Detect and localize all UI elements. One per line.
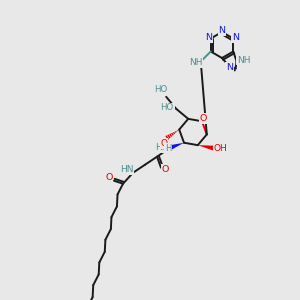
Text: OH: OH — [214, 144, 228, 153]
Text: NH: NH — [237, 56, 250, 64]
Text: N: N — [205, 33, 212, 42]
Text: N: N — [226, 63, 233, 72]
Polygon shape — [198, 145, 214, 151]
Text: O: O — [161, 165, 169, 174]
Text: HN: HN — [155, 143, 169, 152]
Text: N: N — [218, 26, 226, 35]
Text: NH: NH — [189, 58, 202, 67]
Text: HN: HN — [120, 165, 134, 174]
Text: HO: HO — [154, 85, 168, 94]
Text: N: N — [232, 33, 239, 42]
Text: O: O — [199, 114, 207, 123]
Text: O: O — [105, 173, 113, 182]
Text: H: H — [165, 144, 171, 153]
Text: O: O — [161, 139, 168, 148]
Polygon shape — [169, 143, 184, 150]
Text: HO: HO — [160, 103, 174, 112]
